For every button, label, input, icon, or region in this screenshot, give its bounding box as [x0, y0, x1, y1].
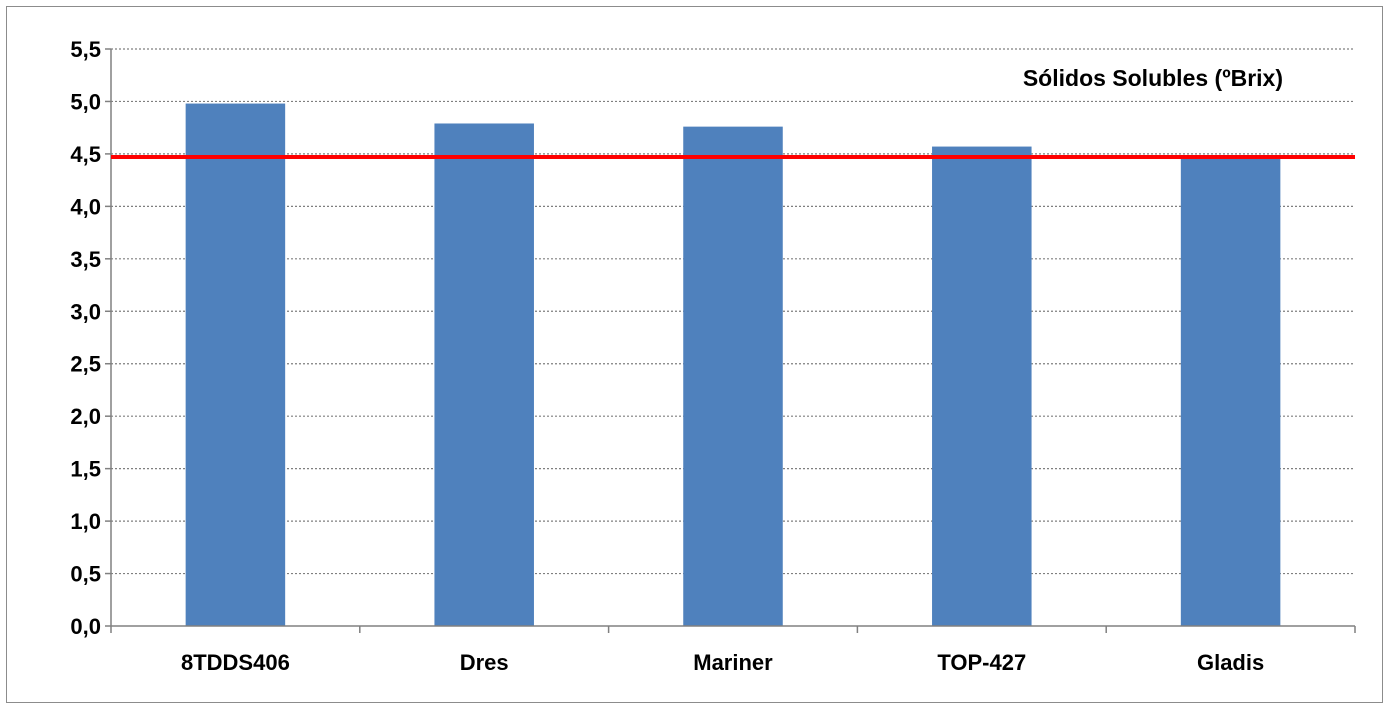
y-tick-label: 4,0 [70, 194, 101, 219]
bar-top-427 [932, 146, 1032, 626]
chart-title: Sólidos Solubles (ºBrix) [1023, 65, 1283, 91]
bar-8tdds406 [185, 103, 286, 626]
y-tick-label: 1,0 [70, 509, 101, 534]
y-tick-label: 3,0 [70, 299, 101, 324]
x-category-label: Gladis [1197, 650, 1264, 675]
y-tick-label: 1,5 [70, 457, 101, 482]
y-tick-label: 5,0 [70, 89, 101, 114]
y-tick-label: 2,5 [70, 352, 101, 377]
x-category-label: 8TDDS406 [181, 650, 290, 675]
x-category-label: Mariner [693, 650, 773, 675]
y-tick-label: 0,0 [70, 614, 101, 639]
bar-dres [434, 123, 534, 627]
y-tick-label: 3,5 [70, 247, 101, 272]
axes [105, 48, 1356, 633]
x-category-label: Dres [460, 650, 509, 675]
y-tick-label: 5,5 [70, 37, 101, 62]
y-tick-label: 0,5 [70, 562, 101, 587]
tick-labels: 0,0 0,5 1,0 1,5 2,0 2,5 3,0 3,5 4,0 4,5 5,0 5,5 8TDD… [70, 37, 1264, 675]
bar-gladis [1180, 157, 1281, 626]
y-tick-label: 2,0 [70, 404, 101, 429]
x-category-label: TOP-427 [937, 650, 1026, 675]
y-tick-label: 4,5 [70, 142, 101, 167]
bars [185, 103, 1281, 627]
bar-mariner [683, 126, 783, 627]
